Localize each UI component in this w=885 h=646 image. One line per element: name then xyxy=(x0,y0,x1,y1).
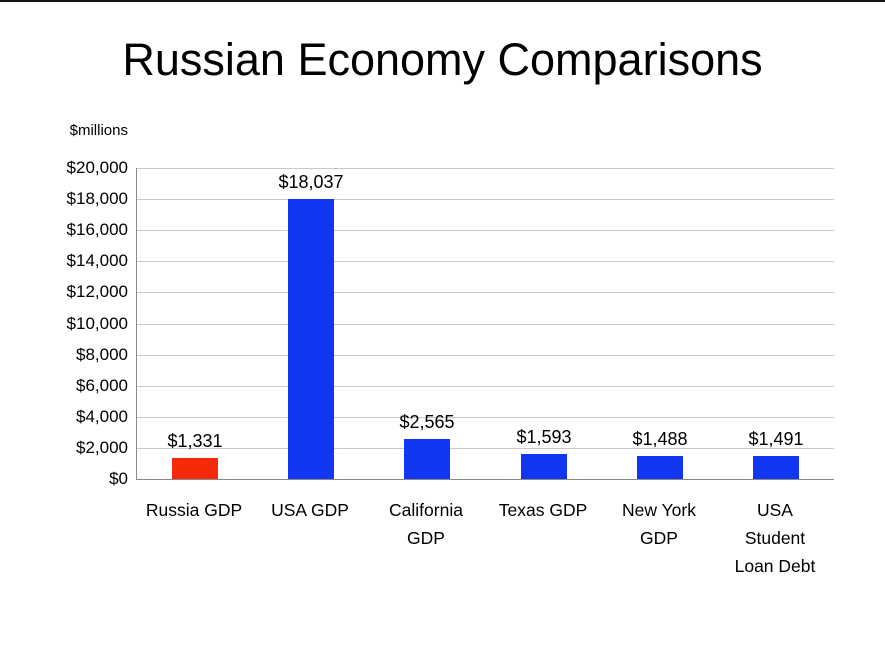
x-category-label: New York GDP xyxy=(622,500,696,548)
gridline xyxy=(137,168,834,169)
gridline xyxy=(137,355,834,356)
bar-usa-gdp xyxy=(288,199,334,479)
gridline xyxy=(137,324,834,325)
bar-value-label: $1,331 xyxy=(167,431,223,451)
bar-texas-gdp xyxy=(521,454,567,479)
gridline xyxy=(137,417,834,418)
y-tick-label: $18,000 xyxy=(66,189,128,208)
gridline xyxy=(137,292,834,293)
y-tick-label: $10,000 xyxy=(66,314,128,333)
plot-area: $1,331 $18,037 $2,565 $1,593 $1,488 $1,491 xyxy=(136,168,834,480)
y-tick-label: $12,000 xyxy=(66,282,128,301)
x-category-label: USA GDP xyxy=(271,500,349,520)
bar-value-label: $1,488 xyxy=(632,429,688,449)
y-tick-label: $2,000 xyxy=(76,438,128,457)
bar-california-gdp xyxy=(404,439,450,479)
gridline xyxy=(137,261,834,262)
bar-usa-student-loan-debt xyxy=(753,456,799,479)
bar-value-label: $18,037 xyxy=(278,172,344,192)
bar-new-york-gdp xyxy=(637,456,683,479)
x-category-label: Texas GDP xyxy=(498,500,588,520)
bar-value-label: $1,593 xyxy=(516,427,572,447)
y-tick-label: $20,000 xyxy=(66,158,128,177)
bar-russia-gdp xyxy=(172,458,218,479)
bar-value-label: $1,491 xyxy=(748,429,804,449)
y-tick-label: $0 xyxy=(109,469,128,488)
y-tick-label: $4,000 xyxy=(76,407,128,426)
bar-value-label: $2,565 xyxy=(399,412,455,432)
chart-title: Russian Economy Comparisons xyxy=(122,34,763,85)
x-category-label: California GDP xyxy=(389,500,463,548)
y-tick-label: $8,000 xyxy=(76,345,128,364)
gridline xyxy=(137,448,834,449)
gridline xyxy=(137,199,834,200)
x-category-label: Russia GDP xyxy=(145,500,243,520)
y-axis-tick-labels: $20,000 $18,000 $16,000 $14,000 $12,000 $10,0… xyxy=(0,158,128,488)
y-tick-label: $14,000 xyxy=(66,251,128,270)
y-axis-unit-label: $millions xyxy=(69,122,128,139)
gridline xyxy=(137,230,834,231)
y-tick-label: $6,000 xyxy=(76,376,128,395)
x-category-label: USA Student Loan Debt xyxy=(734,500,816,576)
y-tick-label: $16,000 xyxy=(66,220,128,239)
gridline xyxy=(137,386,834,387)
